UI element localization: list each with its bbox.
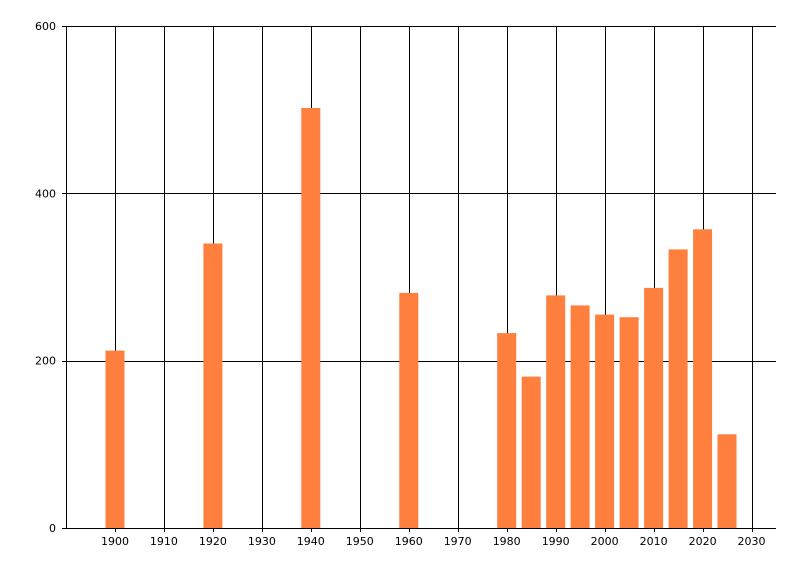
bar <box>668 249 688 528</box>
y-tick-label: 200 <box>35 355 56 368</box>
bar <box>546 295 566 528</box>
axes <box>66 26 776 529</box>
x-tick-label: 1920 <box>199 535 227 548</box>
x-tick-label: 1990 <box>542 535 570 548</box>
bar <box>595 314 615 528</box>
bar <box>693 229 713 529</box>
tick-labels: 1900 1910 1920 1930 1940 1950 1960 1970 1980 1990… <box>35 20 766 548</box>
y-tick-label: 0 <box>49 522 56 535</box>
x-tick-label: 1940 <box>297 535 325 548</box>
bars <box>105 108 737 529</box>
bar <box>105 350 125 528</box>
x-tick-label: 1960 <box>395 535 423 548</box>
x-tick-label: 1970 <box>444 535 472 548</box>
x-tick-label: 1950 <box>346 535 374 548</box>
x-tick-label: 1900 <box>101 535 129 548</box>
x-tick-label: 2000 <box>591 535 619 548</box>
bar <box>570 305 590 528</box>
x-tick-label: 2010 <box>640 535 668 548</box>
x-tick-label: 2020 <box>689 535 717 548</box>
y-tick-label: 400 <box>35 187 56 200</box>
x-tick-label: 2030 <box>738 535 766 548</box>
bar <box>717 434 737 528</box>
x-tick-label: 1910 <box>150 535 178 548</box>
bar <box>399 292 419 528</box>
bar <box>301 108 321 528</box>
bar <box>521 376 541 528</box>
bar <box>203 243 223 528</box>
bar <box>644 287 664 528</box>
x-tick-label: 1980 <box>493 535 521 548</box>
bar <box>619 317 639 528</box>
x-tick-label: 1930 <box>248 535 276 548</box>
bar <box>497 333 517 528</box>
y-tick-label: 600 <box>35 20 56 33</box>
